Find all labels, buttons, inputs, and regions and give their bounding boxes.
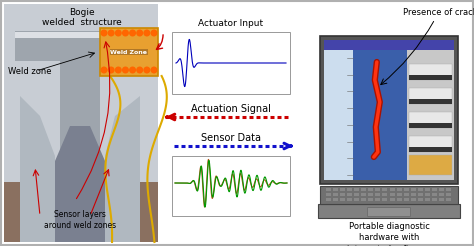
FancyBboxPatch shape — [324, 40, 454, 180]
FancyBboxPatch shape — [172, 32, 290, 94]
FancyBboxPatch shape — [383, 188, 387, 191]
FancyBboxPatch shape — [418, 198, 423, 201]
Circle shape — [137, 30, 143, 36]
Text: Sensor layers
around weld zones: Sensor layers around weld zones — [44, 210, 116, 230]
FancyBboxPatch shape — [409, 123, 452, 128]
FancyBboxPatch shape — [368, 198, 374, 201]
FancyBboxPatch shape — [409, 88, 452, 104]
FancyBboxPatch shape — [368, 188, 374, 191]
Circle shape — [151, 30, 157, 36]
FancyBboxPatch shape — [446, 198, 451, 201]
FancyBboxPatch shape — [172, 156, 290, 216]
Circle shape — [144, 30, 150, 36]
FancyBboxPatch shape — [432, 188, 437, 191]
Circle shape — [130, 30, 136, 36]
Polygon shape — [55, 126, 105, 242]
FancyBboxPatch shape — [409, 147, 452, 152]
FancyBboxPatch shape — [418, 193, 423, 196]
Circle shape — [116, 30, 121, 36]
FancyBboxPatch shape — [320, 36, 458, 184]
FancyBboxPatch shape — [333, 188, 338, 191]
Circle shape — [109, 67, 114, 73]
FancyBboxPatch shape — [397, 198, 401, 201]
FancyBboxPatch shape — [409, 112, 452, 128]
Circle shape — [101, 67, 107, 73]
FancyBboxPatch shape — [367, 207, 410, 216]
FancyBboxPatch shape — [375, 198, 381, 201]
FancyBboxPatch shape — [100, 28, 158, 76]
FancyBboxPatch shape — [340, 188, 345, 191]
FancyBboxPatch shape — [326, 188, 331, 191]
FancyBboxPatch shape — [439, 198, 444, 201]
FancyBboxPatch shape — [418, 188, 423, 191]
Circle shape — [144, 67, 150, 73]
Circle shape — [151, 67, 157, 73]
FancyBboxPatch shape — [425, 193, 430, 196]
FancyBboxPatch shape — [375, 193, 381, 196]
FancyBboxPatch shape — [446, 188, 451, 191]
FancyBboxPatch shape — [353, 50, 407, 180]
FancyBboxPatch shape — [432, 198, 437, 201]
FancyBboxPatch shape — [439, 193, 444, 196]
FancyBboxPatch shape — [390, 198, 394, 201]
FancyBboxPatch shape — [361, 193, 366, 196]
FancyBboxPatch shape — [397, 188, 401, 191]
Circle shape — [109, 30, 114, 36]
FancyBboxPatch shape — [15, 32, 145, 38]
FancyBboxPatch shape — [425, 188, 430, 191]
FancyBboxPatch shape — [410, 193, 416, 196]
FancyBboxPatch shape — [446, 193, 451, 196]
FancyBboxPatch shape — [354, 188, 359, 191]
FancyBboxPatch shape — [397, 193, 401, 196]
Circle shape — [116, 67, 121, 73]
FancyBboxPatch shape — [432, 193, 437, 196]
FancyBboxPatch shape — [368, 193, 374, 196]
FancyBboxPatch shape — [324, 40, 454, 50]
FancyBboxPatch shape — [425, 198, 430, 201]
FancyBboxPatch shape — [318, 204, 460, 218]
FancyBboxPatch shape — [409, 99, 452, 104]
FancyBboxPatch shape — [320, 186, 458, 204]
FancyBboxPatch shape — [439, 188, 444, 191]
Text: Damaged signal: Damaged signal — [217, 210, 268, 215]
Text: Portable diagnostic
hardware with
integrated software: Portable diagnostic hardware with integr… — [347, 222, 430, 246]
FancyBboxPatch shape — [404, 188, 409, 191]
FancyBboxPatch shape — [383, 198, 387, 201]
FancyBboxPatch shape — [326, 198, 331, 201]
FancyBboxPatch shape — [407, 50, 454, 180]
FancyBboxPatch shape — [340, 198, 345, 201]
FancyBboxPatch shape — [390, 193, 394, 196]
Text: Actuator Input: Actuator Input — [199, 19, 264, 28]
FancyBboxPatch shape — [375, 188, 381, 191]
FancyBboxPatch shape — [409, 64, 452, 80]
FancyBboxPatch shape — [326, 193, 331, 196]
Circle shape — [130, 67, 136, 73]
FancyBboxPatch shape — [15, 31, 145, 61]
FancyBboxPatch shape — [354, 193, 359, 196]
FancyBboxPatch shape — [333, 193, 338, 196]
FancyBboxPatch shape — [410, 198, 416, 201]
Text: Presence of crack: Presence of crack — [403, 8, 474, 17]
FancyBboxPatch shape — [333, 198, 338, 201]
FancyBboxPatch shape — [4, 182, 158, 242]
Polygon shape — [105, 96, 140, 242]
FancyBboxPatch shape — [404, 193, 409, 196]
Circle shape — [101, 30, 107, 36]
Text: Sensor Data: Sensor Data — [201, 133, 261, 143]
Circle shape — [137, 67, 143, 73]
FancyBboxPatch shape — [390, 188, 394, 191]
FancyBboxPatch shape — [324, 50, 353, 180]
FancyBboxPatch shape — [347, 193, 352, 196]
FancyBboxPatch shape — [347, 188, 352, 191]
FancyBboxPatch shape — [383, 193, 387, 196]
FancyBboxPatch shape — [409, 136, 452, 152]
FancyBboxPatch shape — [354, 198, 359, 201]
Polygon shape — [60, 31, 100, 176]
Circle shape — [123, 67, 128, 73]
FancyBboxPatch shape — [340, 193, 345, 196]
FancyBboxPatch shape — [404, 198, 409, 201]
FancyBboxPatch shape — [361, 198, 366, 201]
Text: Bogie
welded  structure: Bogie welded structure — [42, 8, 122, 27]
Polygon shape — [20, 96, 55, 242]
